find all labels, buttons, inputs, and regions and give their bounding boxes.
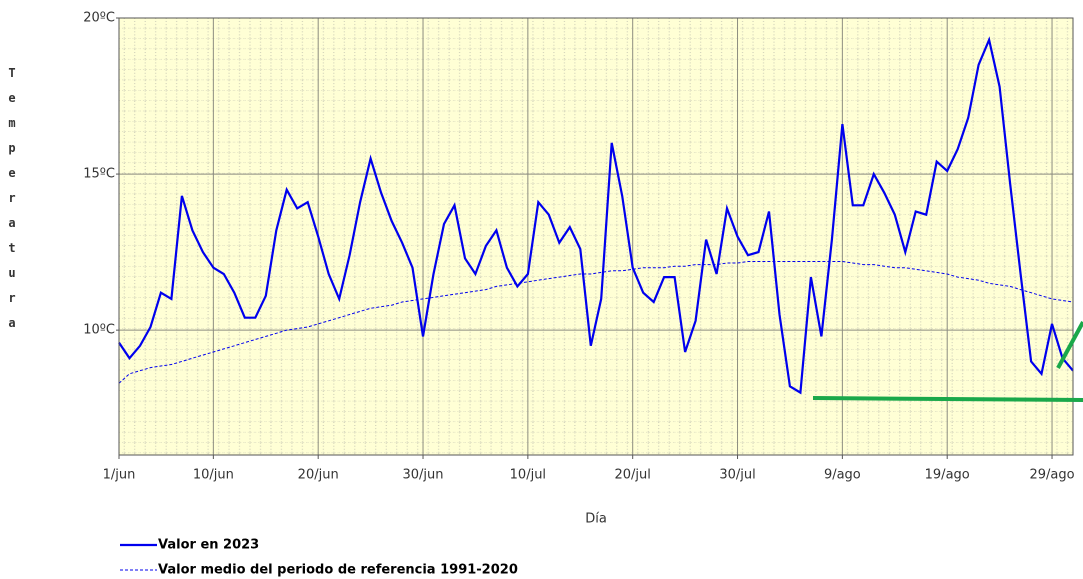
y-tick-label: 10ºC — [83, 323, 115, 338]
x-tick-label: 20/jul — [614, 468, 650, 483]
x-tick-label: 9/ago — [824, 468, 861, 483]
x-tick-label: 30/jul — [719, 468, 755, 483]
x-axis-label: Día — [585, 512, 607, 527]
annotation-stroke — [1056, 321, 1083, 369]
x-tick-label: 20/jun — [298, 468, 339, 483]
series-line — [118, 261, 1074, 384]
x-tick-label: 19/ago — [925, 468, 970, 483]
minor-grid — [119, 18, 1073, 455]
x-tick-label: 10/jul — [510, 468, 546, 483]
plot-frame — [118, 17, 1074, 456]
x-tick-label: 1/jun — [103, 468, 136, 483]
x-tick-label: 29/ago — [1029, 468, 1074, 483]
x-tick-label: 10/jun — [193, 468, 234, 483]
y-tick-label: 15ºC — [83, 167, 115, 182]
y-tick-label: 20ºC — [83, 11, 115, 26]
legend-label: Valor medio del periodo de referencia 19… — [158, 563, 518, 578]
series-line — [118, 36, 1074, 395]
y-axis-label: Temperatura — [5, 66, 19, 341]
legend-label: Valor en 2023 — [158, 538, 259, 553]
annotation-stroke — [812, 396, 1083, 402]
x-tick-label: 30/jun — [403, 468, 444, 483]
